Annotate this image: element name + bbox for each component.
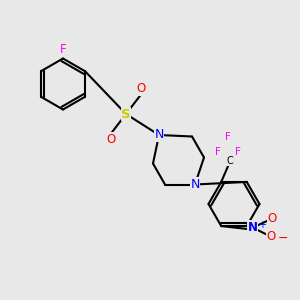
Text: +: +	[258, 220, 266, 230]
Text: S: S	[121, 107, 131, 121]
Text: N: N	[190, 178, 200, 191]
Text: F: F	[225, 132, 231, 142]
Text: F: F	[215, 147, 221, 157]
Text: F: F	[235, 147, 241, 157]
Text: O: O	[136, 82, 146, 95]
Text: −: −	[278, 232, 288, 244]
Text: O: O	[106, 133, 116, 146]
Text: N: N	[154, 128, 164, 142]
Text: O: O	[266, 230, 275, 243]
Text: F: F	[60, 43, 66, 56]
Text: C: C	[227, 156, 234, 166]
Text: N: N	[154, 128, 164, 142]
Text: N: N	[248, 221, 258, 234]
Text: O: O	[268, 212, 277, 225]
